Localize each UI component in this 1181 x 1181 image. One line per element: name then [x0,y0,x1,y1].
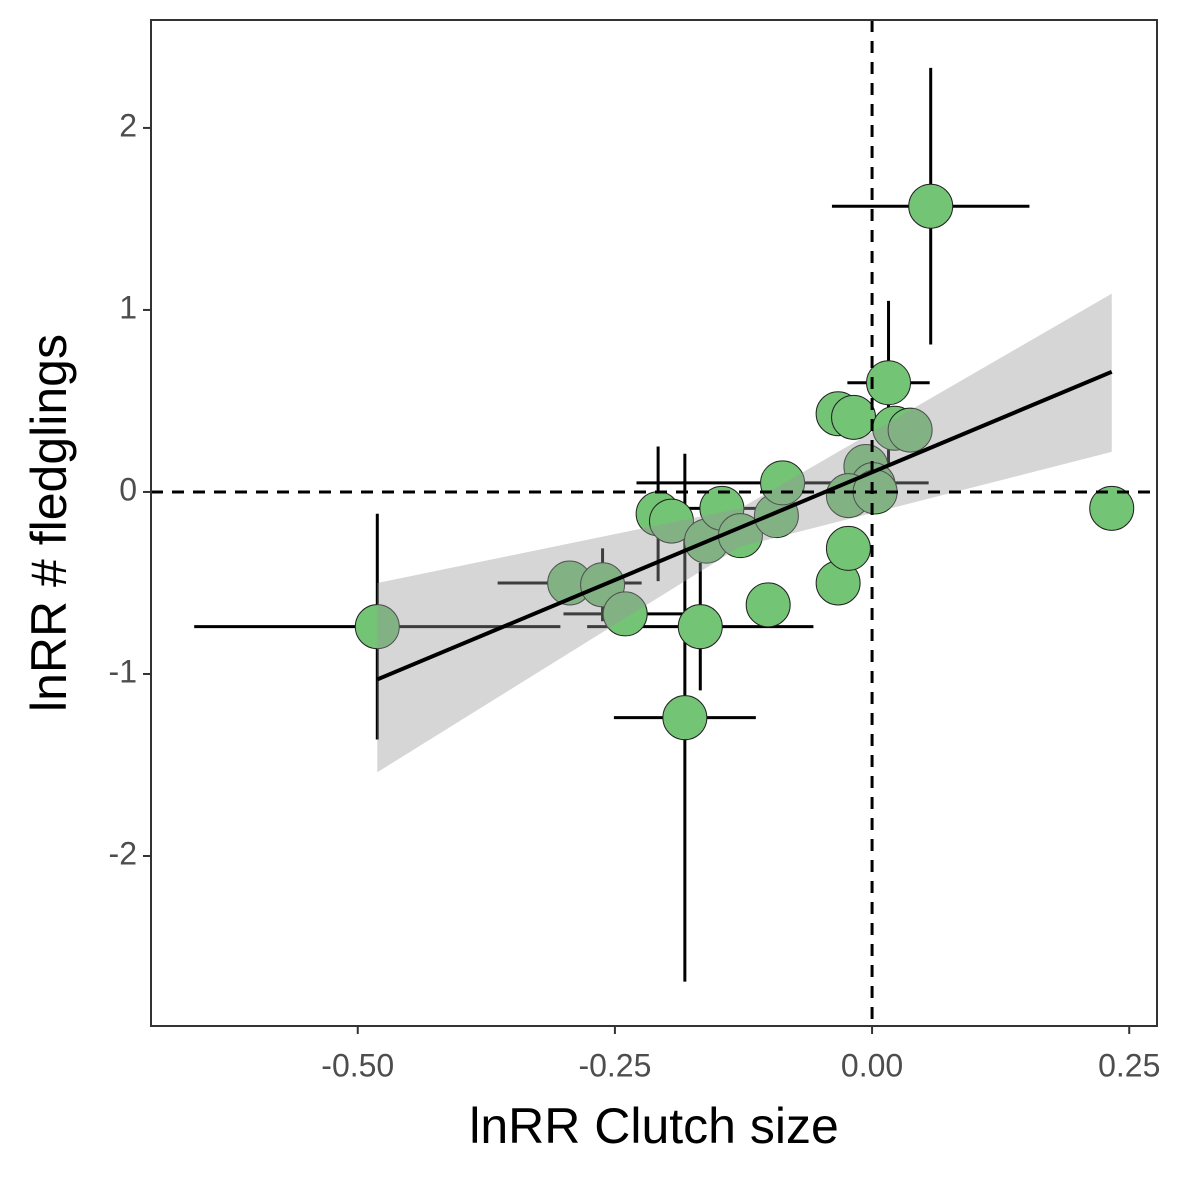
panel-border [150,19,1158,1027]
y-axis-title: lnRR # fledglings [21,334,77,712]
x-tick-label: 0.25 [1098,1047,1160,1083]
y-tick-label: -2 [109,835,137,871]
point [662,695,708,741]
point [760,460,806,506]
point [866,360,912,406]
point [1089,485,1135,531]
point [354,604,400,650]
y-tick-label: 0 [119,471,137,507]
point [887,407,933,453]
fit-line [376,369,1113,682]
y-tick-label: 1 [119,289,137,325]
x-tick-label: -0.50 [321,1047,394,1083]
y-tick-label: 2 [119,107,137,143]
x-tick-label: -0.25 [578,1047,651,1083]
point [648,498,694,544]
point [831,394,877,440]
x-tick-label: 0.00 [841,1047,903,1083]
point [602,591,648,637]
x-axis-title: lnRR Clutch size [469,1098,839,1154]
point [908,183,954,229]
point [745,582,791,628]
point [825,525,871,571]
y-tick-label: -1 [109,653,137,689]
point [677,604,723,650]
confidence-band [377,293,1112,773]
